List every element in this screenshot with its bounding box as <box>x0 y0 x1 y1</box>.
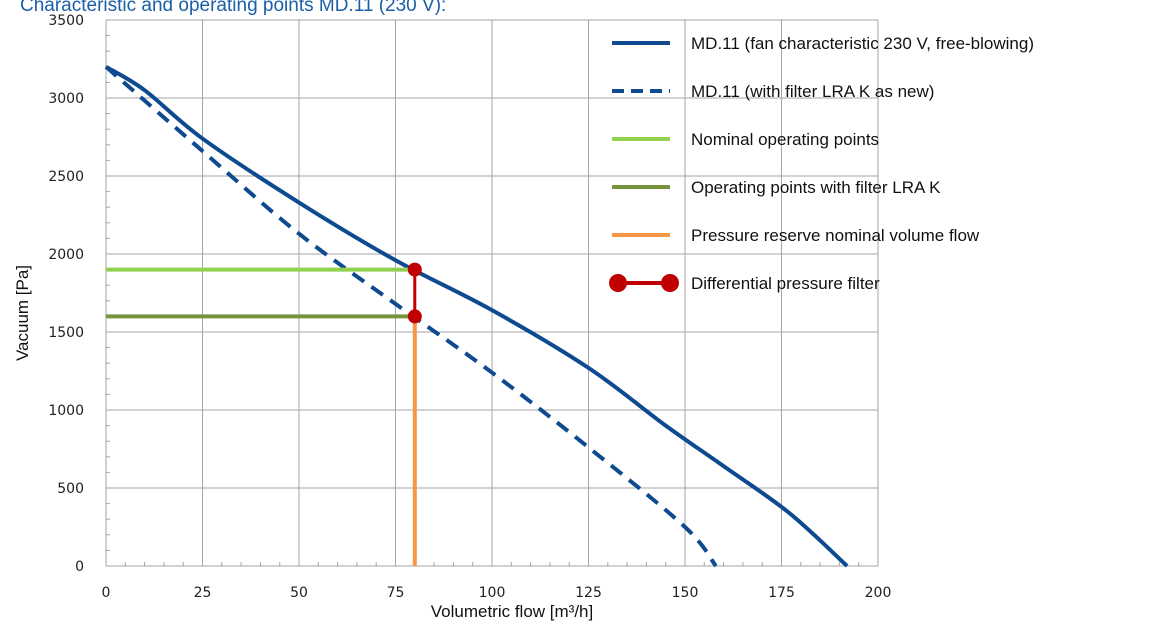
y-tick-label: 1500 <box>48 325 84 341</box>
y-tick-label: 500 <box>57 481 84 497</box>
legend-item-nominal-operating-points: Nominal operating points <box>612 130 879 149</box>
legend-label: MD.11 (fan characteristic 230 V, free-bl… <box>691 34 1034 53</box>
y-axis-title: Vacuum [Pa] <box>13 265 32 361</box>
series-md-11-fan-characteristic-230-v-free-blowing <box>104 65 849 568</box>
x-axis-title: Volumetric flow [m³/h] <box>431 602 594 621</box>
y-tick-label: 1000 <box>48 403 84 419</box>
legend-swatch-marker <box>661 274 679 292</box>
series-differential-pressure-filter-point <box>407 309 422 324</box>
x-tick-label: 150 <box>672 585 699 601</box>
y-tick-label: 3000 <box>48 91 84 107</box>
series-layer <box>104 65 849 568</box>
legend-label: Differential pressure filter <box>691 274 880 293</box>
series-md-11-with-filter-lra-k-as-new <box>104 65 718 568</box>
y-tick-label: 2000 <box>48 247 84 263</box>
tick-labels: 0 25 50 75 100 125 150 175 200050010001500200025… <box>48 13 891 601</box>
marker-layer <box>407 262 422 324</box>
legend: MD.11 (fan characteristic 230 V, free-bl… <box>609 34 1034 293</box>
y-tick-label: 3500 <box>48 13 84 29</box>
legend-item-md-11-fan-characteristic-230-v-free-blowing: MD.11 (fan characteristic 230 V, free-bl… <box>612 34 1034 53</box>
legend-label: Pressure reserve nominal volume flow <box>691 226 980 245</box>
legend-item-operating-points-with-filter-lra-k: Operating points with filter LRA K <box>612 178 941 197</box>
chart-title: Characteristic and operating points MD.1… <box>20 0 446 16</box>
legend-item-md-11-with-filter-lra-k-as-new: MD.11 (with filter LRA K as new) <box>612 82 934 101</box>
x-tick-label: 0 <box>102 585 111 601</box>
x-tick-label: 125 <box>575 585 602 601</box>
x-tick-label: 200 <box>865 585 892 601</box>
legend-label: Operating points with filter LRA K <box>691 178 941 197</box>
legend-label: MD.11 (with filter LRA K as new) <box>691 82 934 101</box>
x-tick-label: 50 <box>290 585 308 601</box>
legend-swatch-marker <box>609 274 627 292</box>
legend-item-pressure-reserve-nominal-volume-flow: Pressure reserve nominal volume flow <box>612 226 980 245</box>
y-tick-label: 0 <box>75 559 84 575</box>
x-tick-label: 175 <box>768 585 795 601</box>
legend-label: Nominal operating points <box>691 130 879 149</box>
x-tick-label: 25 <box>194 585 212 601</box>
x-tick-label: 75 <box>387 585 405 601</box>
legend-item-differential-pressure-filter: Differential pressure filter <box>609 274 880 293</box>
y-tick-label: 2500 <box>48 169 84 185</box>
grid-lines <box>105 19 879 567</box>
x-tick-label: 100 <box>479 585 506 601</box>
series-differential-pressure-filter-point <box>407 262 422 277</box>
